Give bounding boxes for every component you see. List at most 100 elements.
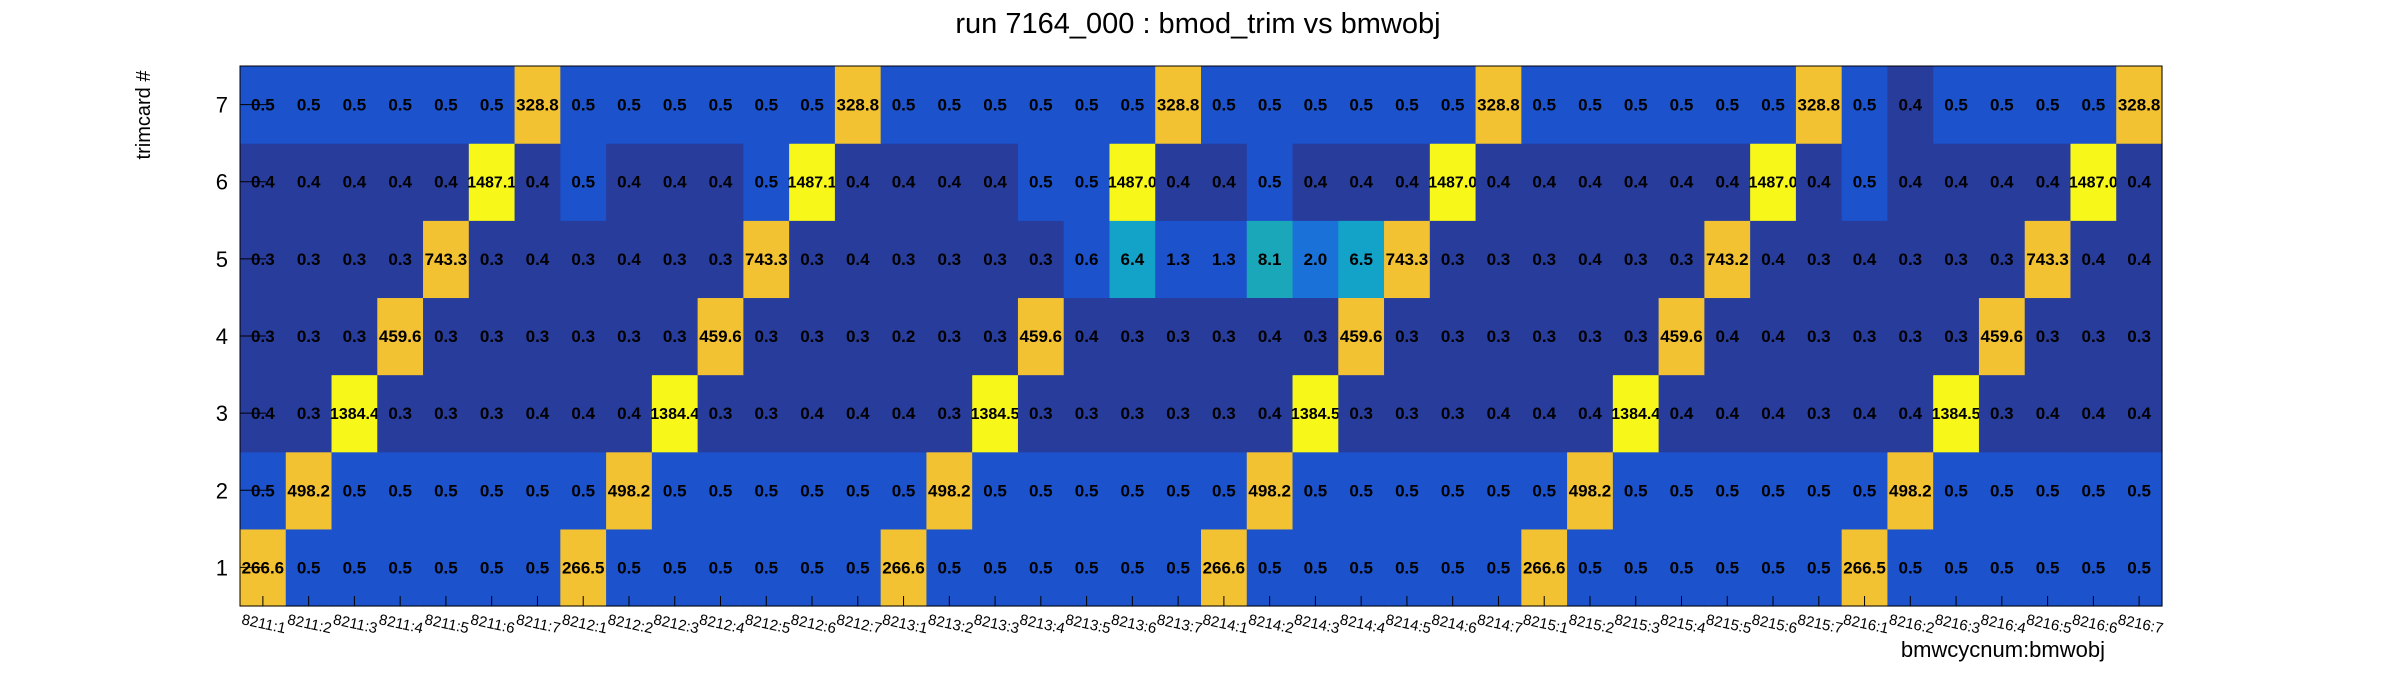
cell-value-label: 0.5 — [1029, 481, 1053, 500]
cell-value-label: 0.4 — [1990, 173, 2014, 192]
heatmap-cell — [1384, 66, 1431, 144]
cell-value-label: 0.4 — [663, 173, 687, 192]
cell-value-label: 0.4 — [1853, 250, 1877, 269]
heatmap-cell — [606, 374, 653, 453]
x-tick-label: 8212:1 — [560, 611, 608, 637]
x-tick-label: 8212:2 — [606, 611, 654, 637]
heatmap-cell — [834, 297, 882, 376]
x-tick-label: 8211:7 — [515, 611, 562, 637]
heatmap-cell — [514, 143, 561, 221]
cell-value-label: 0.5 — [846, 558, 870, 577]
heatmap-cell — [1201, 297, 1248, 376]
heatmap-cell — [1429, 528, 1477, 607]
heatmap-cell — [1887, 143, 1934, 221]
cell-value-label: 0.4 — [571, 404, 595, 423]
cell-value-label: 0.5 — [434, 481, 458, 500]
heatmap-cell — [1201, 220, 1248, 299]
cell-value-label: 0.5 — [754, 173, 778, 192]
heatmap-cell — [651, 451, 699, 530]
heatmap-cell — [2116, 297, 2163, 376]
heatmap-cell — [880, 66, 928, 144]
cell-value-label: 0.5 — [2082, 481, 2106, 500]
heatmap-cell — [560, 66, 607, 144]
cell-value-label: 0.5 — [1670, 558, 1694, 577]
cell-value-label: 0.5 — [983, 558, 1007, 577]
heatmap-cell — [2070, 528, 2117, 607]
cell-value-label: 0.4 — [297, 173, 321, 192]
x-tick-label: 8213:1 — [881, 611, 929, 637]
heatmap-cell — [1795, 297, 1843, 376]
cell-value-label: 0.5 — [892, 96, 916, 115]
heatmap-cell — [2116, 220, 2163, 299]
cell-value-label: 0.5 — [297, 558, 321, 577]
cell-value-label: 0.5 — [526, 481, 550, 500]
heatmap-cell — [468, 374, 516, 453]
heatmap-cell — [468, 66, 516, 144]
heatmap-cell — [1841, 220, 1889, 299]
heatmap-cell — [1887, 297, 1934, 376]
heatmap-cell — [1612, 143, 1660, 221]
cell-value-label: 0.5 — [617, 96, 641, 115]
heatmap-cell — [514, 297, 561, 376]
cell-value-label: 0.5 — [434, 96, 458, 115]
cell-value-label: 1.3 — [1212, 250, 1236, 269]
cell-value-label: 0.3 — [434, 327, 458, 346]
cell-value-label: 0.5 — [1761, 96, 1785, 115]
heatmap-cell — [1109, 451, 1156, 530]
heatmap-cell — [377, 143, 424, 221]
heatmap-cell — [560, 220, 607, 299]
y-tick-label: 4 — [216, 324, 228, 349]
cell-value-label: 0.3 — [2082, 327, 2106, 346]
heatmap-cell — [285, 143, 333, 221]
heatmap-cell — [331, 528, 378, 607]
cell-value-label: 0.3 — [1853, 327, 1877, 346]
cell-value-label: 0.5 — [1166, 481, 1190, 500]
cell-value-label: 266.5 — [1843, 558, 1886, 577]
heatmap-cell — [1109, 143, 1156, 221]
heatmap-cell — [1841, 451, 1889, 530]
heatmap-cell — [1978, 297, 2026, 376]
cell-value-label: 0.5 — [1349, 558, 1373, 577]
cell-value-label: 0.5 — [937, 96, 961, 115]
heatmap-cell — [926, 528, 973, 607]
x-tick-label: 8212:3 — [652, 611, 700, 637]
heatmap-cell — [2024, 297, 2072, 376]
heatmap-cell — [1429, 143, 1477, 221]
x-tick-label: 8216:2 — [1887, 611, 1935, 637]
heatmap-cell — [697, 451, 744, 530]
heatmap-cell — [1475, 528, 1522, 607]
heatmap-cell — [1338, 297, 1385, 376]
heatmap-cell — [1567, 143, 1614, 221]
cell-value-label: 0.5 — [1990, 481, 2014, 500]
cell-value-label: 0.4 — [1853, 404, 1877, 423]
heatmap-cell — [1201, 143, 1248, 221]
cell-value-label: 0.5 — [709, 96, 733, 115]
heatmap-cell — [651, 66, 699, 144]
heatmap-cell — [651, 528, 699, 607]
cell-value-label: 0.4 — [1761, 327, 1785, 346]
cell-value-label: 0.5 — [754, 558, 778, 577]
cell-value-label: 0.3 — [2127, 327, 2151, 346]
heatmap-cell — [1109, 220, 1156, 299]
heatmap-cell — [1795, 451, 1843, 530]
heatmap-cell — [972, 143, 1019, 221]
heatmap-cell — [1292, 220, 1339, 299]
cell-value-label: 0.3 — [754, 327, 778, 346]
cell-value-label: 0.3 — [2036, 327, 2060, 346]
cell-value-label: 8.1 — [1258, 250, 1282, 269]
cell-value-label: 0.3 — [937, 327, 961, 346]
heatmap-cell — [743, 297, 790, 376]
x-tick-label: 8215:3 — [1613, 611, 1661, 637]
heatmap-cell — [1978, 66, 2026, 144]
heatmap-cell — [1063, 451, 1111, 530]
y-axis-ticks: 1 2 3 4 5 6 7 — [216, 93, 266, 580]
cell-value-label: 0.3 — [1212, 327, 1236, 346]
cell-value-label: 0.5 — [1487, 481, 1511, 500]
heatmap-cell — [2070, 374, 2117, 453]
heatmap-cell — [1978, 528, 2026, 607]
cell-value-label: 0.3 — [1121, 404, 1145, 423]
heatmap-cell — [1887, 451, 1934, 530]
heatmap-cell — [423, 143, 470, 221]
heatmap-cell — [1338, 374, 1385, 453]
cell-value-label: 459.6 — [379, 327, 422, 346]
